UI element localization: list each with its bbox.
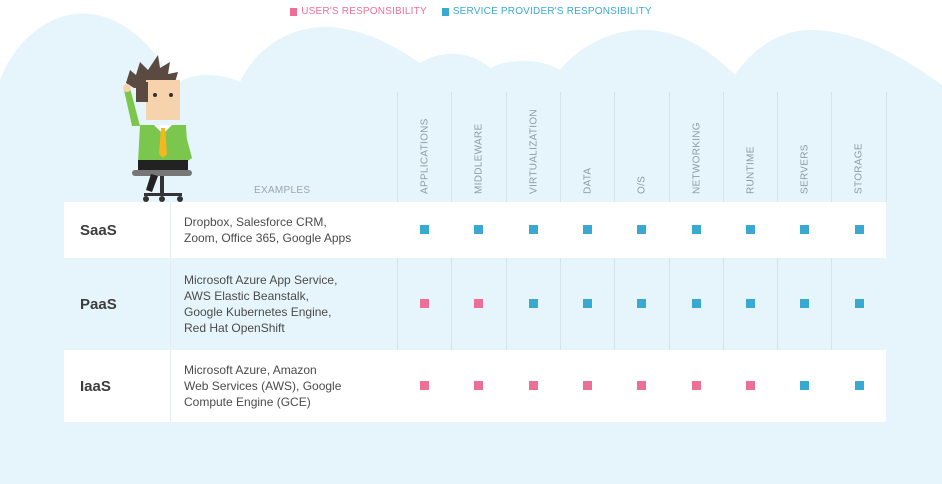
column-header-storage: STORAGE	[832, 92, 886, 200]
provider-responsibility-marker	[691, 225, 701, 234]
provider-responsibility-marker	[528, 225, 538, 234]
provider-responsibility-marker	[745, 299, 755, 308]
examples-cell: Dropbox, Salesforce CRM, Zoom, Office 365…	[172, 202, 398, 258]
provider-responsibility-marker	[800, 225, 810, 234]
provider-responsibility-marker	[420, 225, 430, 234]
provider-responsibility-marker	[800, 299, 810, 308]
provider-responsibility-marker	[800, 381, 810, 390]
legend: USER'S RESPONSIBILITY SERVICE PROVIDER'S…	[0, 6, 942, 19]
service-model-name: PaaS	[80, 295, 117, 313]
user-responsibility-marker	[474, 381, 484, 390]
service-model-name: SaaS	[80, 221, 117, 239]
provider-responsibility-marker	[474, 225, 484, 234]
provider-responsibility-marker	[691, 299, 701, 308]
user-responsibility-marker	[637, 381, 647, 390]
examples-cell: Microsoft Azure, Amazon Web Services (AWS…	[172, 350, 398, 422]
table-row-paas: PaaS Microsoft Azure App Service, AWS Elas…	[64, 260, 886, 348]
column-header-label: NETWORKING	[691, 122, 702, 194]
example-line: Zoom, Office 365, Google Apps	[184, 231, 352, 245]
column-header-virtualization: VIRTUALIZATION	[507, 92, 561, 200]
example-line: AWS Elastic Beanstalk,	[184, 289, 309, 303]
column-header-os: O/S	[615, 92, 669, 200]
provider-responsibility-marker	[637, 225, 647, 234]
example-line: Microsoft Azure App Service,	[184, 273, 338, 287]
example-line: Dropbox, Salesforce CRM,	[184, 215, 327, 229]
examples-header: EXAMPLES	[254, 185, 311, 196]
user-responsibility-marker	[420, 299, 430, 308]
column-header-label: MIDDLEWARE	[473, 123, 485, 194]
table-row-saas: SaaS Dropbox, Salesforce CRM, Zoom, Office…	[64, 202, 886, 258]
cell-divider	[170, 260, 171, 348]
user-responsibility-marker	[583, 381, 593, 390]
example-line: Red Hat OpenShift	[184, 321, 285, 335]
column-header-label: RUNTIME	[745, 146, 757, 194]
column-header-label: VIRTUALIZATION	[528, 109, 540, 194]
provider-responsibility-marker	[854, 381, 864, 390]
user-responsibility-marker	[691, 381, 701, 390]
column-header-networking: NETWORKING	[670, 92, 724, 200]
provider-responsibility-marker	[637, 299, 647, 308]
column-header-servers: SERVERS	[778, 92, 832, 200]
provider-responsibility-marker	[583, 225, 593, 234]
table-row-iaas: IaaS Microsoft Azure, Amazon Web Services …	[64, 350, 886, 422]
thinking-person-illustration	[123, 55, 192, 202]
user-responsibility-marker	[745, 381, 755, 390]
column-header-applications: APPLICATIONS	[398, 92, 452, 200]
provider-responsibility-marker	[583, 299, 593, 308]
service-model-name: IaaS	[80, 377, 111, 395]
column-header-label: STORAGE	[853, 143, 865, 194]
user-responsibility-marker	[474, 299, 484, 308]
user-swatch-icon	[290, 7, 298, 16]
provider-responsibility-marker	[528, 299, 538, 308]
column-header-label: O/S	[636, 175, 648, 194]
legend-provider-label: SERVICE PROVIDER'S RESPONSIBILITY	[452, 6, 652, 17]
example-line: Google Kubernetes Engine,	[184, 305, 332, 319]
provider-swatch-icon	[441, 7, 449, 16]
column-header-label: SERVERS	[799, 144, 811, 194]
provider-responsibility-marker	[745, 225, 755, 234]
legend-user: USER'S RESPONSIBILITY	[290, 6, 427, 17]
provider-responsibility-marker	[854, 225, 864, 234]
legend-user-label: USER'S RESPONSIBILITY	[301, 6, 427, 17]
cell-divider	[170, 202, 171, 258]
example-line: Compute Engine (GCE)	[184, 395, 311, 409]
example-line: Microsoft Azure, Amazon	[184, 363, 317, 377]
provider-responsibility-marker	[854, 299, 864, 308]
column-header-middleware: MIDDLEWARE	[452, 92, 506, 200]
column-header-data: DATA	[561, 92, 615, 200]
column-header-label: APPLICATIONS	[419, 118, 431, 194]
example-line: Web Services (AWS), Google	[184, 379, 342, 393]
user-responsibility-marker	[420, 381, 430, 390]
user-responsibility-marker	[528, 381, 538, 390]
examples-cell: Microsoft Azure App Service, AWS Elastic …	[172, 260, 398, 348]
cell-divider	[170, 350, 171, 422]
column-divider	[885, 92, 887, 202]
column-header-label: DATA	[582, 167, 594, 194]
legend-provider: SERVICE PROVIDER'S RESPONSIBILITY	[441, 6, 652, 17]
column-header-runtime: RUNTIME	[724, 92, 778, 200]
